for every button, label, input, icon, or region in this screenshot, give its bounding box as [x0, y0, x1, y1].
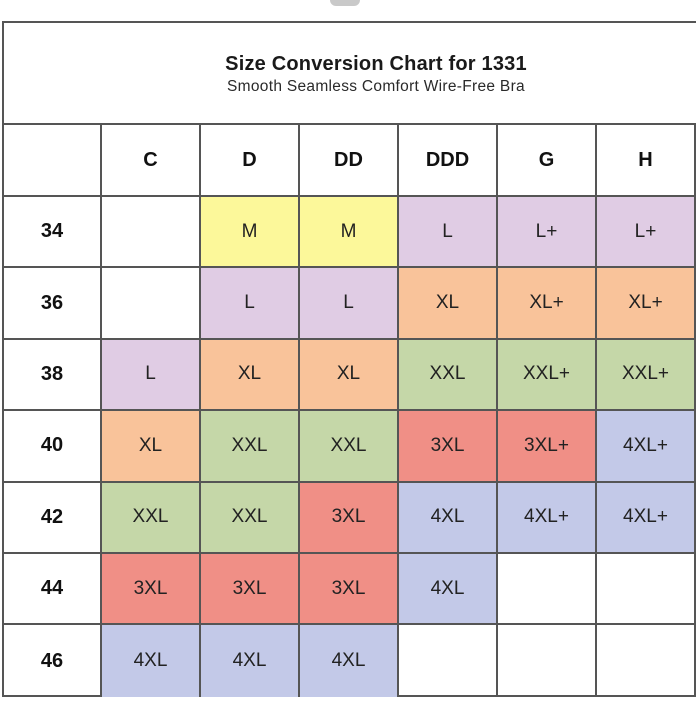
size-cell: XL: [399, 268, 498, 340]
band-header: 40: [4, 411, 102, 483]
size-cell: [102, 197, 201, 269]
size-cell: 3XL: [102, 553, 201, 626]
size-cell: 4XL: [399, 553, 498, 626]
size-cell: 4XL: [300, 625, 399, 697]
size-cell: [498, 553, 597, 626]
size-cell: 4XL+: [597, 482, 696, 554]
size-grid: C D DD DDD G H 34 M M L L+ L+ 36 L L XL XL+ XL+ 38 L XL XL XXL…: [4, 125, 696, 697]
chart-title: Size Conversion Chart for 1331: [225, 53, 527, 75]
size-cell: [498, 625, 597, 697]
size-cell: XXL: [201, 482, 300, 554]
band-header: 34: [4, 197, 102, 269]
band-header: 38: [4, 339, 102, 412]
size-cell: 3XL: [300, 553, 399, 626]
size-cell: XXL: [201, 411, 300, 483]
size-cell: L+: [498, 197, 597, 269]
chart-title-box: Size Conversion Chart for 1331 Smooth Se…: [4, 23, 696, 125]
cup-header: DDD: [399, 125, 498, 197]
size-cell: [597, 553, 696, 626]
size-cell: M: [300, 197, 399, 269]
size-cell: 3XL: [201, 553, 300, 626]
size-cell: XXL: [399, 339, 498, 412]
size-cell: XL: [201, 339, 300, 412]
size-cell: [399, 625, 498, 697]
size-cell: 4XL+: [597, 411, 696, 483]
size-cell: L: [399, 197, 498, 269]
cup-header: D: [201, 125, 300, 197]
chart-subtitle: Smooth Seamless Comfort Wire-Free Bra: [227, 78, 525, 95]
size-cell: 3XL: [399, 411, 498, 483]
band-header: 46: [4, 625, 102, 697]
size-cell: L: [102, 339, 201, 412]
corner-cell: [4, 125, 102, 197]
size-cell: XL: [300, 339, 399, 412]
size-cell: XXL+: [498, 339, 597, 412]
size-cell: XL+: [597, 268, 696, 340]
size-cell: 3XL: [300, 482, 399, 554]
cup-header: C: [102, 125, 201, 197]
band-header: 36: [4, 268, 102, 340]
size-cell: XXL: [102, 482, 201, 554]
size-cell: [102, 268, 201, 340]
size-cell: 4XL+: [498, 482, 597, 554]
size-cell: 3XL+: [498, 411, 597, 483]
band-header: 42: [4, 482, 102, 554]
size-cell: [597, 625, 696, 697]
size-cell: 4XL: [399, 482, 498, 554]
cup-header: H: [597, 125, 696, 197]
size-cell: XXL: [300, 411, 399, 483]
size-cell: L: [201, 268, 300, 340]
size-cell: 4XL: [201, 625, 300, 697]
cup-header: DD: [300, 125, 399, 197]
size-conversion-chart: Size Conversion Chart for 1331 Smooth Se…: [2, 21, 696, 697]
size-cell: XXL+: [597, 339, 696, 412]
size-cell: XL: [102, 411, 201, 483]
size-cell: L: [300, 268, 399, 340]
cup-header: G: [498, 125, 597, 197]
size-cell: M: [201, 197, 300, 269]
size-cell: XL+: [498, 268, 597, 340]
cropped-logo-fragment: [330, 0, 360, 6]
size-cell: 4XL: [102, 625, 201, 697]
band-header: 44: [4, 553, 102, 626]
size-cell: L+: [597, 197, 696, 269]
